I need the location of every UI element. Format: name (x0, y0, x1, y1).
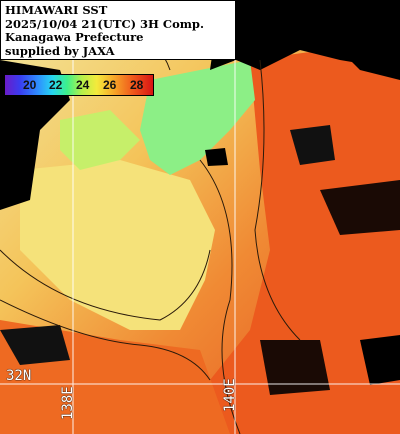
lat-label-32n: 32N (6, 368, 32, 384)
lon-label-138e: 138E (60, 386, 76, 420)
cool-water-tongue (20, 160, 215, 330)
cloud-patch-5 (0, 325, 70, 365)
cloud-patch-7 (205, 148, 228, 166)
title-line-3: Kanagawa Prefecture (5, 30, 144, 44)
coastal-green-water (140, 60, 255, 175)
contour-lines (0, 19, 301, 434)
title-line-4: supplied by JAXA (5, 43, 115, 58)
legend-tick-22: 22 (49, 78, 63, 92)
legend-tick-24: 24 (76, 78, 90, 92)
warm-water-east (200, 40, 400, 434)
cloud-patch-3 (320, 180, 400, 235)
coastal-green-water-2 (60, 110, 140, 170)
legend-tick-20: 20 (23, 78, 37, 92)
color-legend: 20 22 24 26 28 (4, 74, 154, 96)
cloud-patch-2 (290, 125, 335, 165)
legend-tick-28: 28 (130, 78, 144, 92)
land-izu (0, 60, 70, 210)
title-box: HIMAWARI SST 2025/10/04 21(UTC) 3H Comp.… (0, 0, 236, 60)
cloud-patch-6 (360, 335, 400, 385)
cloud-patch-1 (320, 0, 400, 80)
cloud-patch-4 (260, 340, 330, 395)
title-line-1: HIMAWARI SST (5, 3, 108, 17)
lon-label-140e: 140E (222, 378, 238, 412)
title-line-2: 2025/10/04 21(UTC) 3H Comp. (5, 16, 204, 31)
legend-tick-26: 26 (103, 78, 117, 92)
